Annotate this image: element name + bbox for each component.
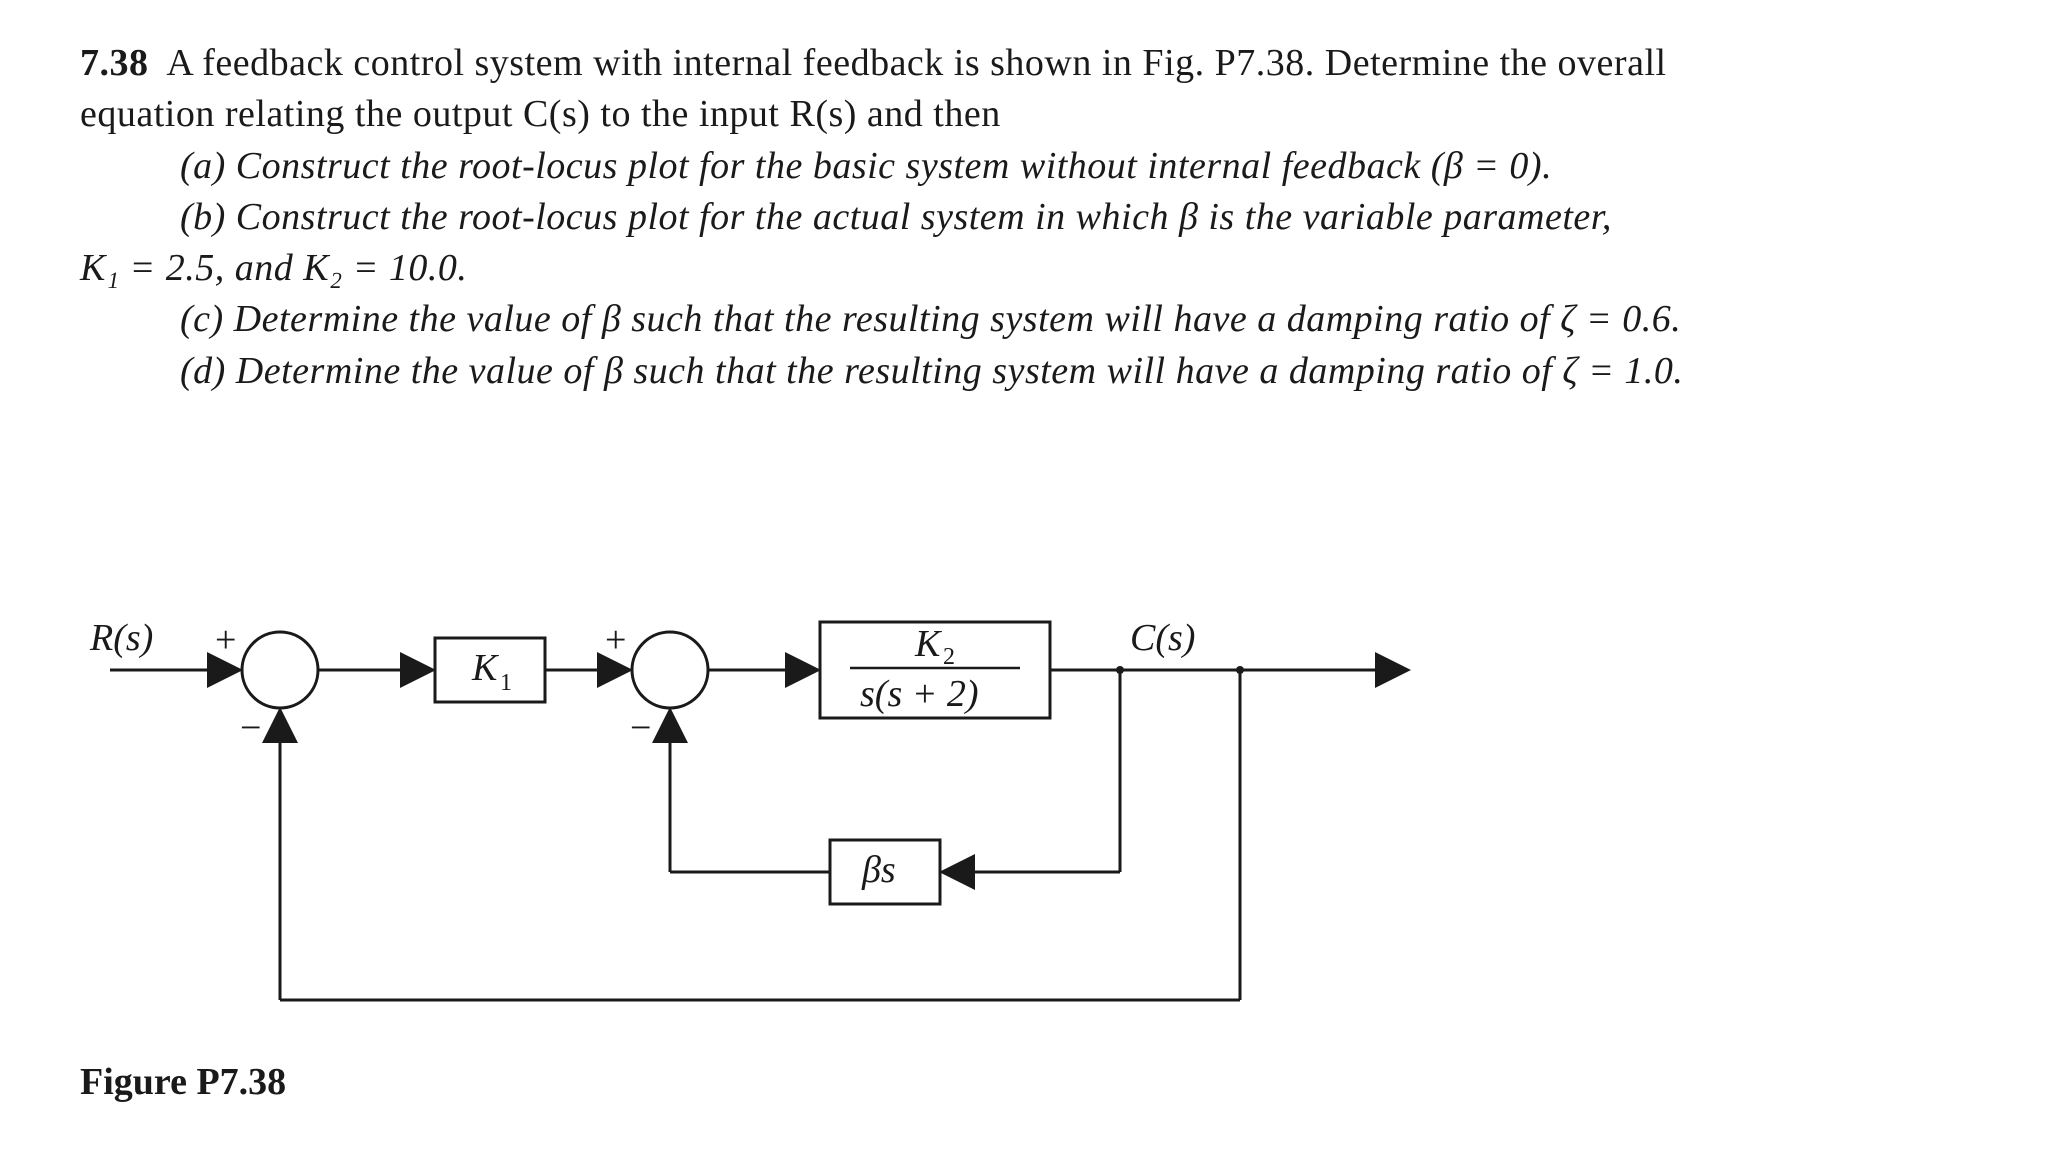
part-d-text: (d) Determine the value of β such that t… [180, 350, 1683, 392]
problem-text-block: 7.38 A feedback control system with inte… [80, 38, 1970, 397]
sum2-minus-label: − [630, 707, 651, 749]
output-label: C(s) [1130, 617, 1195, 659]
figure-area: R(s) + − K 1 + − [80, 580, 1970, 1100]
part-b-text-2: K₁ = 2.5, and K₂ = 10.0. [80, 247, 467, 289]
part-b-line-2: K₁ = 2.5, and K₂ = 10.0. [80, 243, 1970, 294]
intro-line-1: 7.38 A feedback control system with inte… [80, 38, 1970, 89]
sum1-plus-label: + [215, 619, 236, 661]
summing-junction-1 [242, 632, 318, 708]
sum1-minus-label: − [240, 707, 261, 749]
intro-1: A feedback control system with internal … [166, 42, 1666, 84]
part-c: (c) Determine the value of β such that t… [80, 294, 1970, 345]
input-label: R(s) [89, 617, 153, 659]
tf-numerator-sub: 2 [943, 644, 955, 670]
intro-line-2: equation relating the output C(s) to the… [80, 89, 1970, 140]
part-c-text: (c) Determine the value of β such that t… [180, 298, 1681, 340]
problem-number: 7.38 [80, 42, 149, 84]
block-beta-text: βs [861, 849, 896, 891]
page-root: 7.38 A feedback control system with inte… [0, 0, 2046, 1168]
part-b-text-1: (b) Construct the root-locus plot for th… [180, 196, 1612, 238]
part-a-text: (a) Construct the root-locus plot for th… [180, 145, 1552, 187]
part-b-line-1: (b) Construct the root-locus plot for th… [80, 192, 1970, 243]
sum2-plus-label: + [605, 619, 626, 661]
block-k1-text: K [471, 647, 499, 689]
figure-caption: Figure P7.38 [80, 1060, 286, 1104]
block-k1-sub: 1 [500, 670, 512, 696]
summing-junction-2 [632, 632, 708, 708]
part-a: (a) Construct the root-locus plot for th… [80, 141, 1970, 192]
part-d: (d) Determine the value of β such that t… [80, 346, 1970, 397]
tf-denominator: s(s + 2) [860, 673, 979, 715]
tf-numerator: K [914, 623, 942, 665]
block-diagram: R(s) + − K 1 + − [80, 580, 1480, 1050]
